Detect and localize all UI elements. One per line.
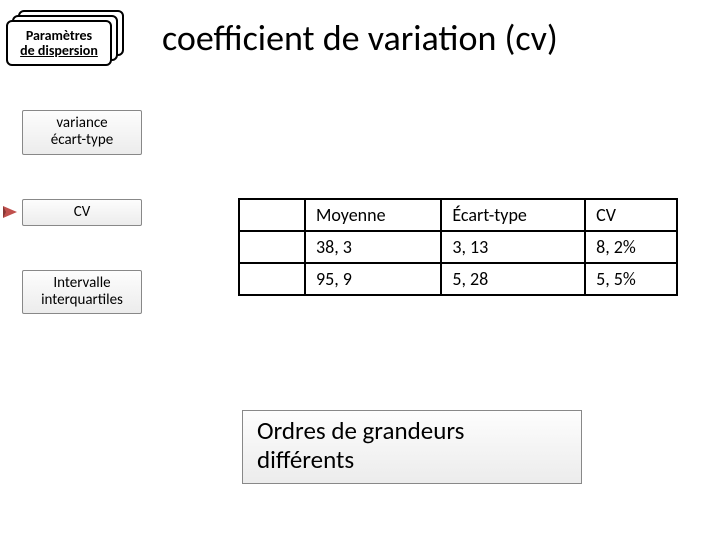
- table-row: 38, 3 3, 13 8, 2%: [239, 231, 677, 263]
- sidebar-item-label: Intervalle: [25, 275, 139, 292]
- pointer-arrow-icon: [3, 206, 17, 218]
- page-title: coefficient de variation (cv): [162, 16, 558, 60]
- table-cell: 95, 9: [305, 263, 441, 295]
- table-header-row: Moyenne Écart-type CV: [239, 199, 677, 231]
- table-cell: 38, 3: [305, 231, 441, 263]
- table-header: Écart-type: [441, 199, 585, 231]
- sidebar: variance écart-type CV Intervalle interq…: [22, 110, 142, 358]
- table-cell: 5, 28: [441, 263, 585, 295]
- table-cell-blank: [239, 263, 305, 295]
- stack-front-layer: Paramètres de dispersion: [6, 20, 112, 66]
- table-cell: 5, 5%: [585, 263, 677, 295]
- category-box-stack: Paramètres de dispersion: [6, 10, 124, 66]
- table-header-blank: [239, 199, 305, 231]
- header: Paramètres de dispersion coefficient de …: [0, 0, 720, 66]
- table-row: 95, 9 5, 28 5, 5%: [239, 263, 677, 295]
- callout-line: Ordres de grandeurs: [257, 417, 567, 446]
- table-cell: 3, 13: [441, 231, 585, 263]
- sidebar-item-cv: CV: [22, 199, 142, 226]
- category-label-line2: de dispersion: [20, 43, 98, 58]
- sidebar-item-label: CV: [74, 203, 91, 221]
- table-cell-blank: [239, 231, 305, 263]
- stats-table: Moyenne Écart-type CV 38, 3 3, 13 8, 2% …: [238, 198, 678, 296]
- category-label-line1: Paramètres: [26, 28, 92, 43]
- callout-note: Ordres de grandeurs différents: [242, 410, 582, 484]
- table-cell: 8, 2%: [585, 231, 677, 263]
- table-header: CV: [585, 199, 677, 231]
- table-header: Moyenne: [305, 199, 441, 231]
- callout-line: différents: [257, 446, 567, 475]
- sidebar-item-variance: variance écart-type: [22, 110, 142, 155]
- sidebar-item-label: écart-type: [25, 132, 139, 149]
- sidebar-item-interquartile: Intervalle interquartiles: [22, 270, 142, 315]
- sidebar-item-label: interquartiles: [25, 292, 139, 309]
- sidebar-item-label: variance: [25, 115, 139, 132]
